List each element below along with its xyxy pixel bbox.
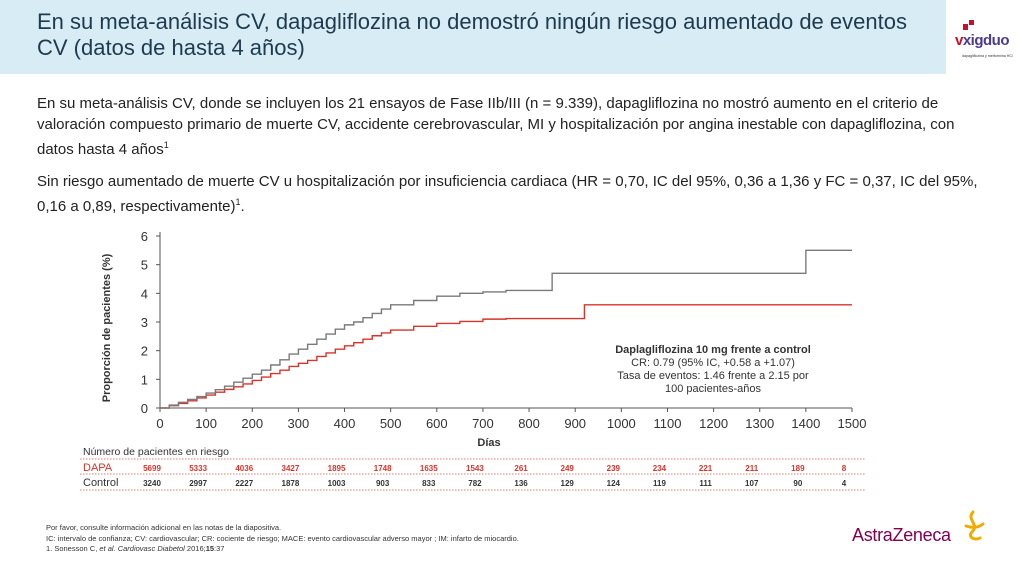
risk-cell: 129 xyxy=(561,479,575,488)
risk-table-title: Número de pacientes en riesgo xyxy=(83,446,229,458)
risk-row-label: Control xyxy=(83,477,118,489)
risk-cell: 2997 xyxy=(189,479,207,488)
risk-cell: 1635 xyxy=(420,464,438,473)
paragraph-risk: Sin riesgo aumentado de muerte CV u hosp… xyxy=(37,173,978,215)
chart-axes: 0 1 2 3 4 5 6 0 100 200 300 400 500 600 700 800 900 1000 1… xyxy=(141,229,867,431)
x-tick-label: 700 xyxy=(472,416,494,431)
risk-row-label: DAPA xyxy=(83,462,113,474)
risk-cell: 5699 xyxy=(143,464,161,473)
risk-cell: 189 xyxy=(791,464,805,473)
series-line-dapa xyxy=(160,304,852,409)
risk-cell: 234 xyxy=(653,464,667,473)
footnotes: Por favor, consulte información adiciona… xyxy=(46,523,519,555)
risk-cell: 211 xyxy=(745,464,758,473)
x-tick-label: 900 xyxy=(564,416,586,431)
annotation-title: Daplagliflozina 10 mg frente a control xyxy=(615,344,811,356)
xigduo-tagline: dapagliflozina y metformina HCl xyxy=(962,54,1013,58)
risk-cell: 221 xyxy=(699,464,713,473)
xigduo-logo: vxigduo dapagliflozina y metformina HCl xyxy=(946,0,1024,74)
risk-cell: 4036 xyxy=(235,464,253,473)
x-tick-label: 1400 xyxy=(791,416,820,431)
risk-cell: 2227 xyxy=(235,479,253,488)
xigduo-logo-mark-icon xyxy=(963,20,974,30)
x-tick-label: 400 xyxy=(334,416,356,431)
risk-cell: 136 xyxy=(514,479,528,488)
y-tick-label: 2 xyxy=(141,344,148,359)
risk-cell: 1878 xyxy=(282,479,300,488)
annotation-line1: CR: 0.79 (95% IC, +0.58 a +1.07) xyxy=(631,357,795,369)
x-tick-label: 1200 xyxy=(699,416,728,431)
risk-cell: 119 xyxy=(653,479,666,488)
risk-cell: 833 xyxy=(422,479,436,488)
x-tick-label: 200 xyxy=(241,416,263,431)
xigduo-wordmark: vxigduo xyxy=(955,32,1010,49)
x-tick-label: 800 xyxy=(518,416,540,431)
x-tick-label: 1300 xyxy=(745,416,774,431)
risk-cell: 1003 xyxy=(328,479,346,488)
risk-cell: 4 xyxy=(842,479,847,488)
risk-cell: 111 xyxy=(699,479,712,488)
paragraph-meta-analysis: En su meta-análisis CV, donde se incluye… xyxy=(37,95,955,158)
risk-cell: 249 xyxy=(561,464,575,473)
y-axis-label: Proporción de pacientes (%) xyxy=(101,253,113,402)
astrazeneca-logo: AstraZeneca xyxy=(852,525,951,545)
risk-cell: 782 xyxy=(468,479,482,488)
y-tick-label: 1 xyxy=(141,372,148,387)
risk-cell: 124 xyxy=(607,479,621,488)
risk-cell: 107 xyxy=(745,479,759,488)
x-tick-label: 100 xyxy=(195,416,217,431)
x-tick-label: 500 xyxy=(380,416,402,431)
x-tick-label: 300 xyxy=(288,416,310,431)
x-tick-label: 0 xyxy=(156,416,163,431)
risk-cell: 903 xyxy=(376,479,390,488)
x-tick-label: 1500 xyxy=(838,416,867,431)
y-tick-label: 3 xyxy=(141,315,148,330)
risk-cell: 239 xyxy=(607,464,621,473)
annotation-box: Daplagliflozina 10 mg frente a control C… xyxy=(615,344,811,395)
y-tick-label: 6 xyxy=(141,229,148,244)
risk-cell: 261 xyxy=(514,464,528,473)
y-tick-label: 4 xyxy=(141,286,148,301)
risk-cell: 1895 xyxy=(328,464,346,473)
series-line-control xyxy=(160,249,852,409)
risk-table: Número de pacientes en riesgo DAPA 5699 53… xyxy=(80,446,866,491)
risk-cell: 1543 xyxy=(466,464,484,473)
x-axis-label: Días xyxy=(477,437,500,449)
risk-cell: 3427 xyxy=(282,464,300,473)
risk-cell: 90 xyxy=(793,479,802,488)
risk-cell: 3240 xyxy=(143,479,161,488)
x-tick-label: 600 xyxy=(426,416,448,431)
footnote-reference: 1. Sonesson C, et al. Cardiovasc Diabeto… xyxy=(46,544,225,553)
annotation-line2: Tasa de eventos: 1.46 frente a 2.15 por xyxy=(617,370,809,382)
title-banner: En su meta-análisis CV, dapagliflozina n… xyxy=(0,0,1024,74)
risk-cell: 8 xyxy=(842,464,847,473)
x-tick-label: 1100 xyxy=(653,416,681,431)
astrazeneca-symbol-icon xyxy=(964,510,985,541)
footnote-notes: Por favor, consulte información adiciona… xyxy=(46,523,282,532)
y-tick-label: 5 xyxy=(141,258,148,273)
slide-title: En su meta-análisis CV, dapagliflozina n… xyxy=(37,9,907,60)
footnote-abbreviations: IC: intervalo de confianza; CV: cardiova… xyxy=(46,533,519,543)
chart-series xyxy=(160,249,852,409)
risk-cell: 5333 xyxy=(189,464,207,473)
risk-cell: 1748 xyxy=(374,464,392,473)
x-tick-label: 1000 xyxy=(607,416,636,431)
y-tick-label: 0 xyxy=(141,401,148,416)
annotation-line3: 100 pacientes-años xyxy=(665,383,762,395)
